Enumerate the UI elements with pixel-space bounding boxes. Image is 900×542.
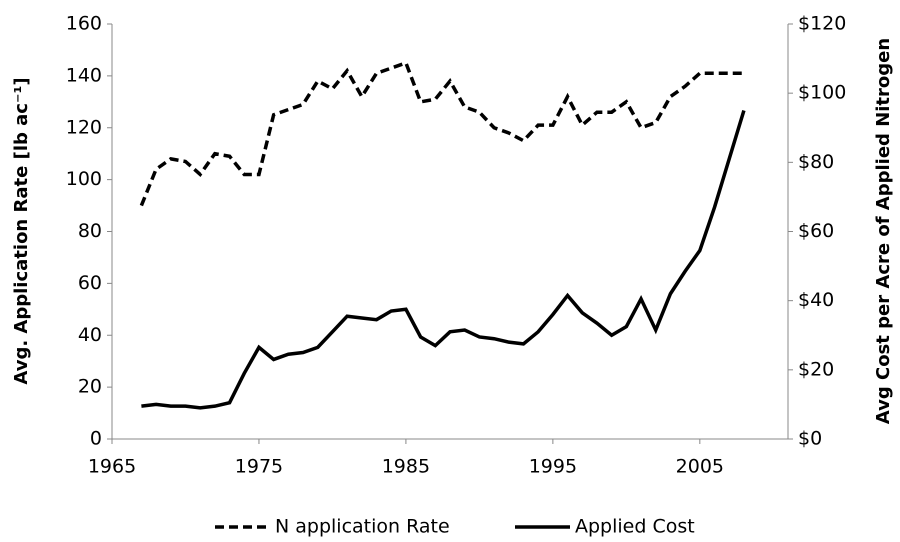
- y2-tick-label: $100: [798, 82, 846, 104]
- y2-tick-label: $0: [798, 428, 822, 450]
- y-axis-label: Avg. Application Rate [lb ac⁻¹]: [11, 77, 32, 384]
- x-tick-label: 2005: [676, 456, 724, 478]
- legend-label: N application Rate: [275, 516, 450, 538]
- y-tick-label: 60: [78, 272, 102, 294]
- x-tick-label: 1995: [529, 456, 577, 478]
- y-tick-label: 100: [66, 168, 102, 190]
- legend-label: Applied Cost: [575, 516, 695, 538]
- y2-axis-label: Avg Cost per Acre of Applied Nitrogen: [873, 38, 894, 424]
- y-tick-label: 160: [66, 13, 102, 35]
- y2-tick-label: $80: [798, 151, 834, 173]
- y-tick-label: 40: [78, 324, 102, 346]
- y2-tick-label: $120: [798, 13, 846, 35]
- series-line: [141, 109, 746, 410]
- y2-tick-label: $60: [798, 220, 834, 242]
- y-tick-label: 0: [90, 428, 102, 450]
- y-tick-label: 80: [78, 220, 102, 242]
- x-tick-label: 1985: [382, 456, 430, 478]
- y2-tick-label: $20: [798, 358, 834, 380]
- x-tick-label: 1965: [88, 456, 136, 478]
- x-tick-label: 1975: [235, 456, 283, 478]
- y2-tick-label: $40: [798, 289, 834, 311]
- y-tick-label: 20: [78, 376, 102, 398]
- series-line: [139, 60, 744, 207]
- y-tick-label: 140: [66, 64, 102, 86]
- y-tick-label: 120: [66, 116, 102, 138]
